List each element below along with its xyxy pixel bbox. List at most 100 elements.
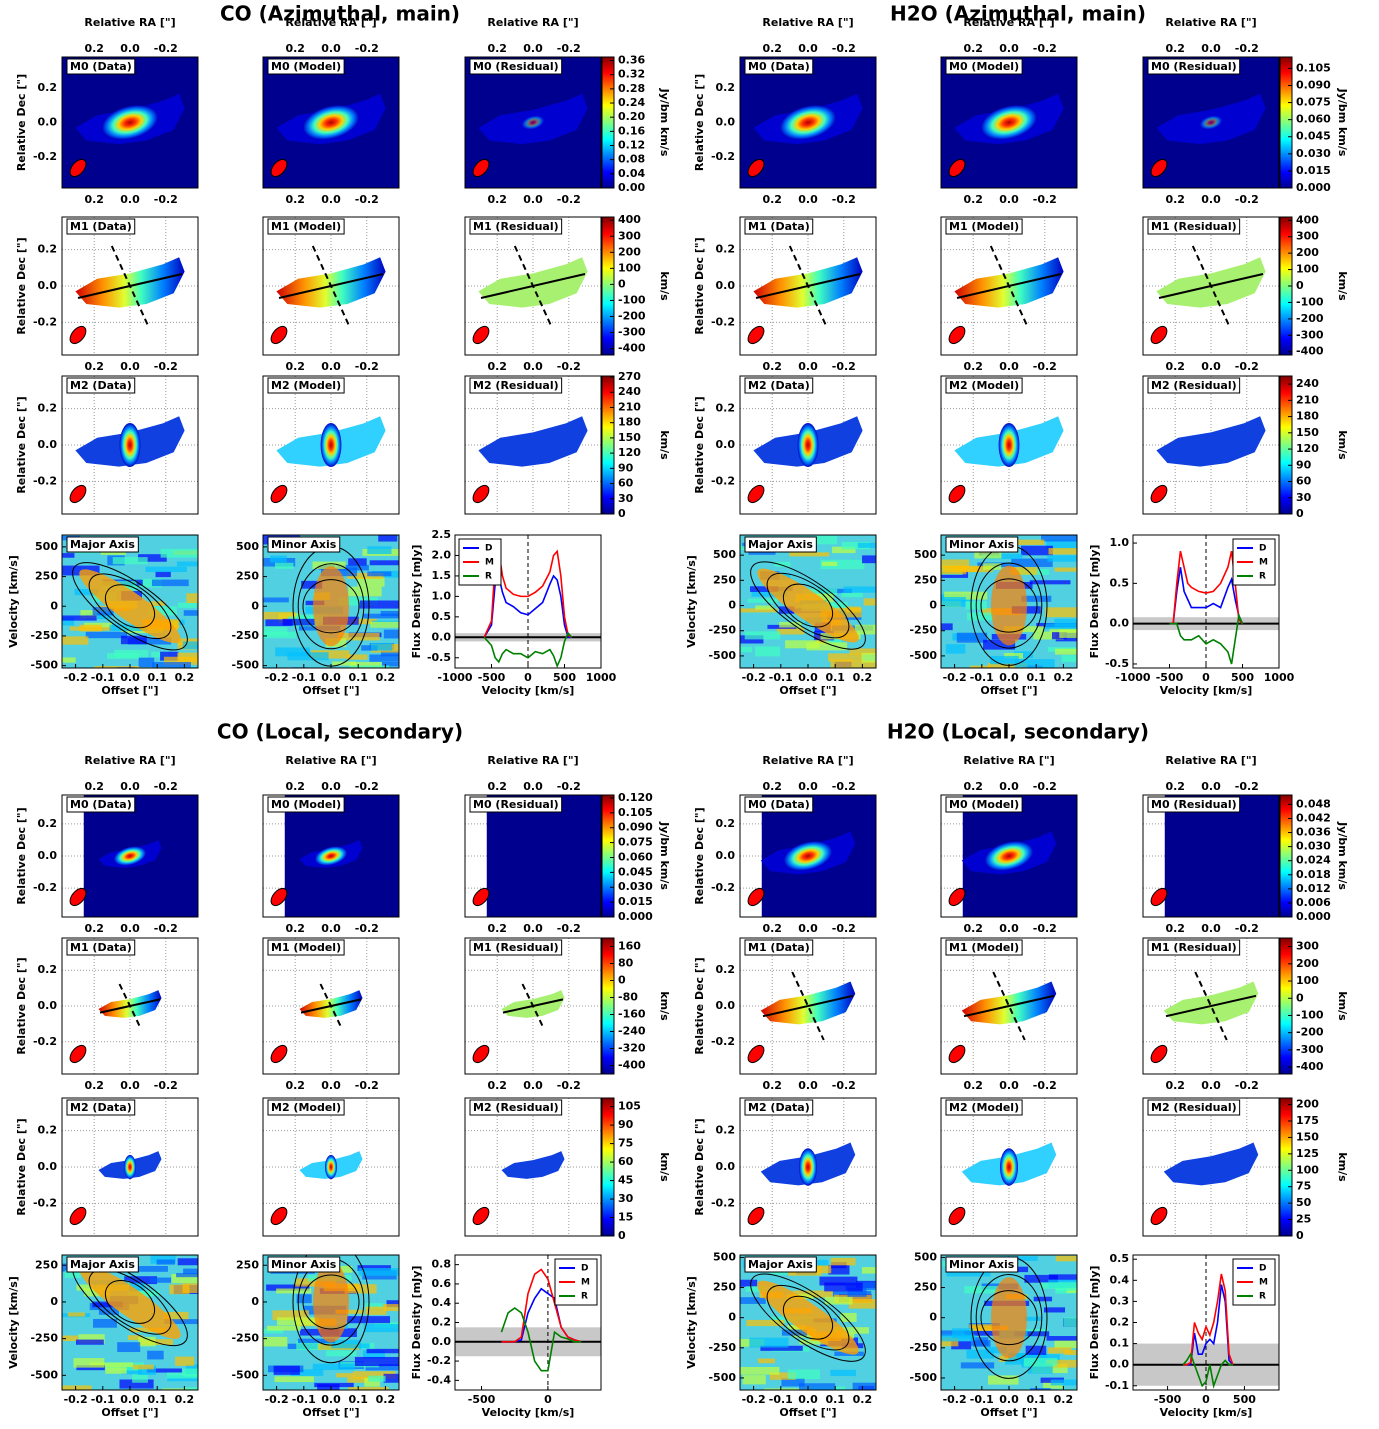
panel-content bbox=[941, 217, 1077, 355]
velocity-field bbox=[1163, 981, 1259, 1025]
colorbar-tick-label: 120 bbox=[618, 446, 641, 459]
x-tick-label: 0.2 bbox=[963, 360, 983, 373]
panel-frame bbox=[739, 937, 877, 1075]
panel-frame bbox=[940, 56, 1078, 189]
y-tick-label: -250 bbox=[30, 629, 58, 642]
x-tick-label: -0.1 bbox=[292, 671, 316, 684]
contour bbox=[88, 1269, 172, 1335]
panel-label: M2 (Data) bbox=[70, 1101, 132, 1114]
x-tick-label: -0.2 bbox=[557, 42, 581, 55]
colorbar bbox=[601, 794, 615, 918]
x-tick-label: -0.2 bbox=[154, 42, 178, 55]
legend-label: M bbox=[1259, 1278, 1268, 1288]
pv-noise bbox=[827, 653, 863, 662]
y-tick-label: 0.5 bbox=[1110, 576, 1130, 589]
x-tick-label: 0.2 bbox=[762, 780, 782, 793]
x-tick-label: -500 bbox=[468, 1393, 496, 1406]
colorbar-tick-label: 400 bbox=[1296, 213, 1319, 226]
x-tick-label: 0 bbox=[544, 1393, 552, 1406]
colorbar-tick-label: 90 bbox=[618, 461, 634, 474]
x-tick-label: 0.2 bbox=[1165, 42, 1185, 55]
colorbar-tick-label: 150 bbox=[618, 431, 641, 444]
x-axis-label: Velocity [km/s] bbox=[1160, 684, 1253, 697]
pv-noise bbox=[742, 1375, 766, 1385]
y-tick-label: 0.0 bbox=[716, 849, 736, 862]
panel-frame bbox=[464, 1097, 602, 1237]
y-axis-label: Relative Dec ["] bbox=[693, 807, 706, 904]
y-tick-label: 0.3 bbox=[1110, 1294, 1130, 1307]
pv-noise bbox=[755, 646, 781, 657]
pv-noise bbox=[124, 578, 163, 588]
pv-noise bbox=[370, 643, 392, 651]
colorbar-tick-label: -160 bbox=[618, 1008, 646, 1021]
panel-content bbox=[263, 795, 399, 917]
x-tick-label: 0.2 bbox=[963, 1079, 983, 1092]
y-tick-label: 0.2 bbox=[38, 817, 58, 830]
panel-frame bbox=[1142, 794, 1280, 918]
y-tick-label: 0.2 bbox=[432, 1316, 452, 1329]
x-tick-label: 0.2 bbox=[285, 780, 305, 793]
panel-label: M1 (Data) bbox=[70, 941, 132, 954]
x-tick-label: 1000 bbox=[586, 671, 617, 684]
pv-noise bbox=[849, 648, 876, 655]
pv-noise bbox=[363, 1324, 399, 1333]
y-tick-label: 500 bbox=[914, 1250, 937, 1263]
panel-label: M1 (Residual) bbox=[1151, 220, 1237, 233]
pv-noise bbox=[263, 1328, 284, 1334]
x-tick-label: 0.0 bbox=[120, 42, 140, 55]
x-tick-label: -1000 bbox=[1115, 671, 1151, 684]
panel-label-box bbox=[945, 939, 1023, 956]
minor-axis-line bbox=[992, 971, 1026, 1041]
emission-peak bbox=[783, 841, 833, 871]
x-tick-label: -0.2 bbox=[64, 1393, 88, 1406]
pv-noise bbox=[138, 1365, 156, 1375]
panel-content bbox=[941, 57, 1077, 188]
x-tick-label: 0.2 bbox=[1054, 1393, 1074, 1406]
pv-noise bbox=[62, 617, 75, 626]
x-tick-label: -0.2 bbox=[154, 193, 178, 206]
panel-frame bbox=[464, 794, 602, 918]
beam bbox=[472, 1044, 490, 1064]
y-tick-label: 0.2 bbox=[716, 817, 736, 830]
pv-noise bbox=[973, 1340, 991, 1347]
y-axis-label: Relative Dec ["] bbox=[693, 1118, 706, 1215]
panel-label: M0 (Data) bbox=[70, 798, 132, 811]
pv-noise bbox=[364, 1377, 380, 1387]
pv-noise bbox=[740, 646, 753, 653]
pv-noise bbox=[183, 610, 198, 616]
beam bbox=[948, 484, 966, 504]
panel-label-box bbox=[945, 1099, 1023, 1116]
x-tick-label: 0.2 bbox=[285, 360, 305, 373]
colorbar-tick-label: 0 bbox=[1296, 279, 1304, 292]
x-axis-label: Relative RA ["] bbox=[285, 754, 376, 767]
legend-label: R bbox=[581, 1292, 588, 1302]
x-tick-label: -0.2 bbox=[355, 193, 379, 206]
minor-axis-line bbox=[521, 983, 545, 1029]
y-tick-label: 0 bbox=[50, 1295, 58, 1308]
dispersion-peak bbox=[797, 423, 819, 467]
pv-noise bbox=[983, 563, 1002, 570]
x-tick-label: 0.0 bbox=[1201, 42, 1221, 55]
pv-noise bbox=[841, 541, 870, 550]
x-tick-label: -0.2 bbox=[832, 1079, 856, 1092]
pv-noise bbox=[813, 535, 838, 545]
y-tick-label: 0 bbox=[728, 1311, 736, 1324]
pv-noise bbox=[182, 1368, 198, 1377]
x-tick-label: -0.2 bbox=[832, 922, 856, 935]
pv-noise bbox=[177, 1258, 198, 1266]
y-tick-label: 0.2 bbox=[716, 81, 736, 94]
colorbar-tick-label: 300 bbox=[618, 229, 641, 242]
panel-label-box bbox=[744, 377, 814, 394]
x-axis-label: Velocity [km/s] bbox=[482, 684, 575, 697]
pv-noise bbox=[164, 1319, 198, 1325]
colorbar bbox=[1279, 375, 1293, 515]
contour bbox=[766, 572, 850, 639]
colorbar-tick-label: 45 bbox=[618, 1174, 633, 1187]
colorbar-tick-label: 0.030 bbox=[1296, 147, 1331, 160]
pv-noise bbox=[1048, 1274, 1077, 1281]
pv-noise bbox=[1045, 1359, 1077, 1368]
x-tick-label: -0.2 bbox=[154, 1079, 178, 1092]
x-tick-label: 0.2 bbox=[1054, 671, 1074, 684]
panel-content bbox=[62, 938, 198, 1074]
pv-noise bbox=[337, 632, 380, 641]
